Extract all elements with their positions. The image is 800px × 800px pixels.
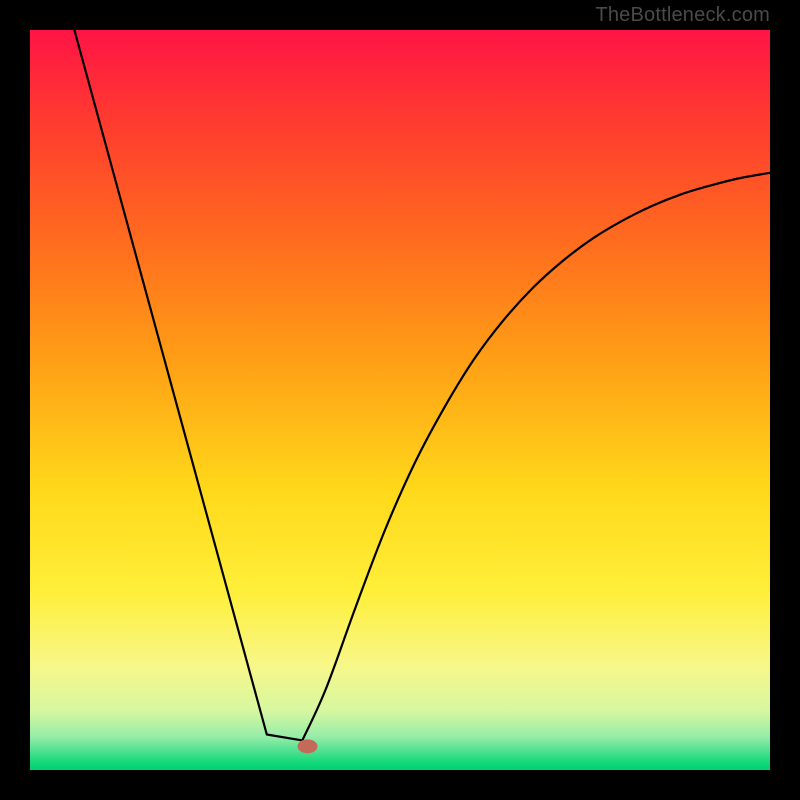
minimum-marker bbox=[298, 739, 318, 753]
chart-frame: TheBottleneck.com bbox=[0, 0, 800, 800]
watermark-text: TheBottleneck.com bbox=[595, 4, 770, 27]
bottleneck-chart bbox=[0, 0, 800, 800]
plot-background bbox=[30, 30, 770, 770]
